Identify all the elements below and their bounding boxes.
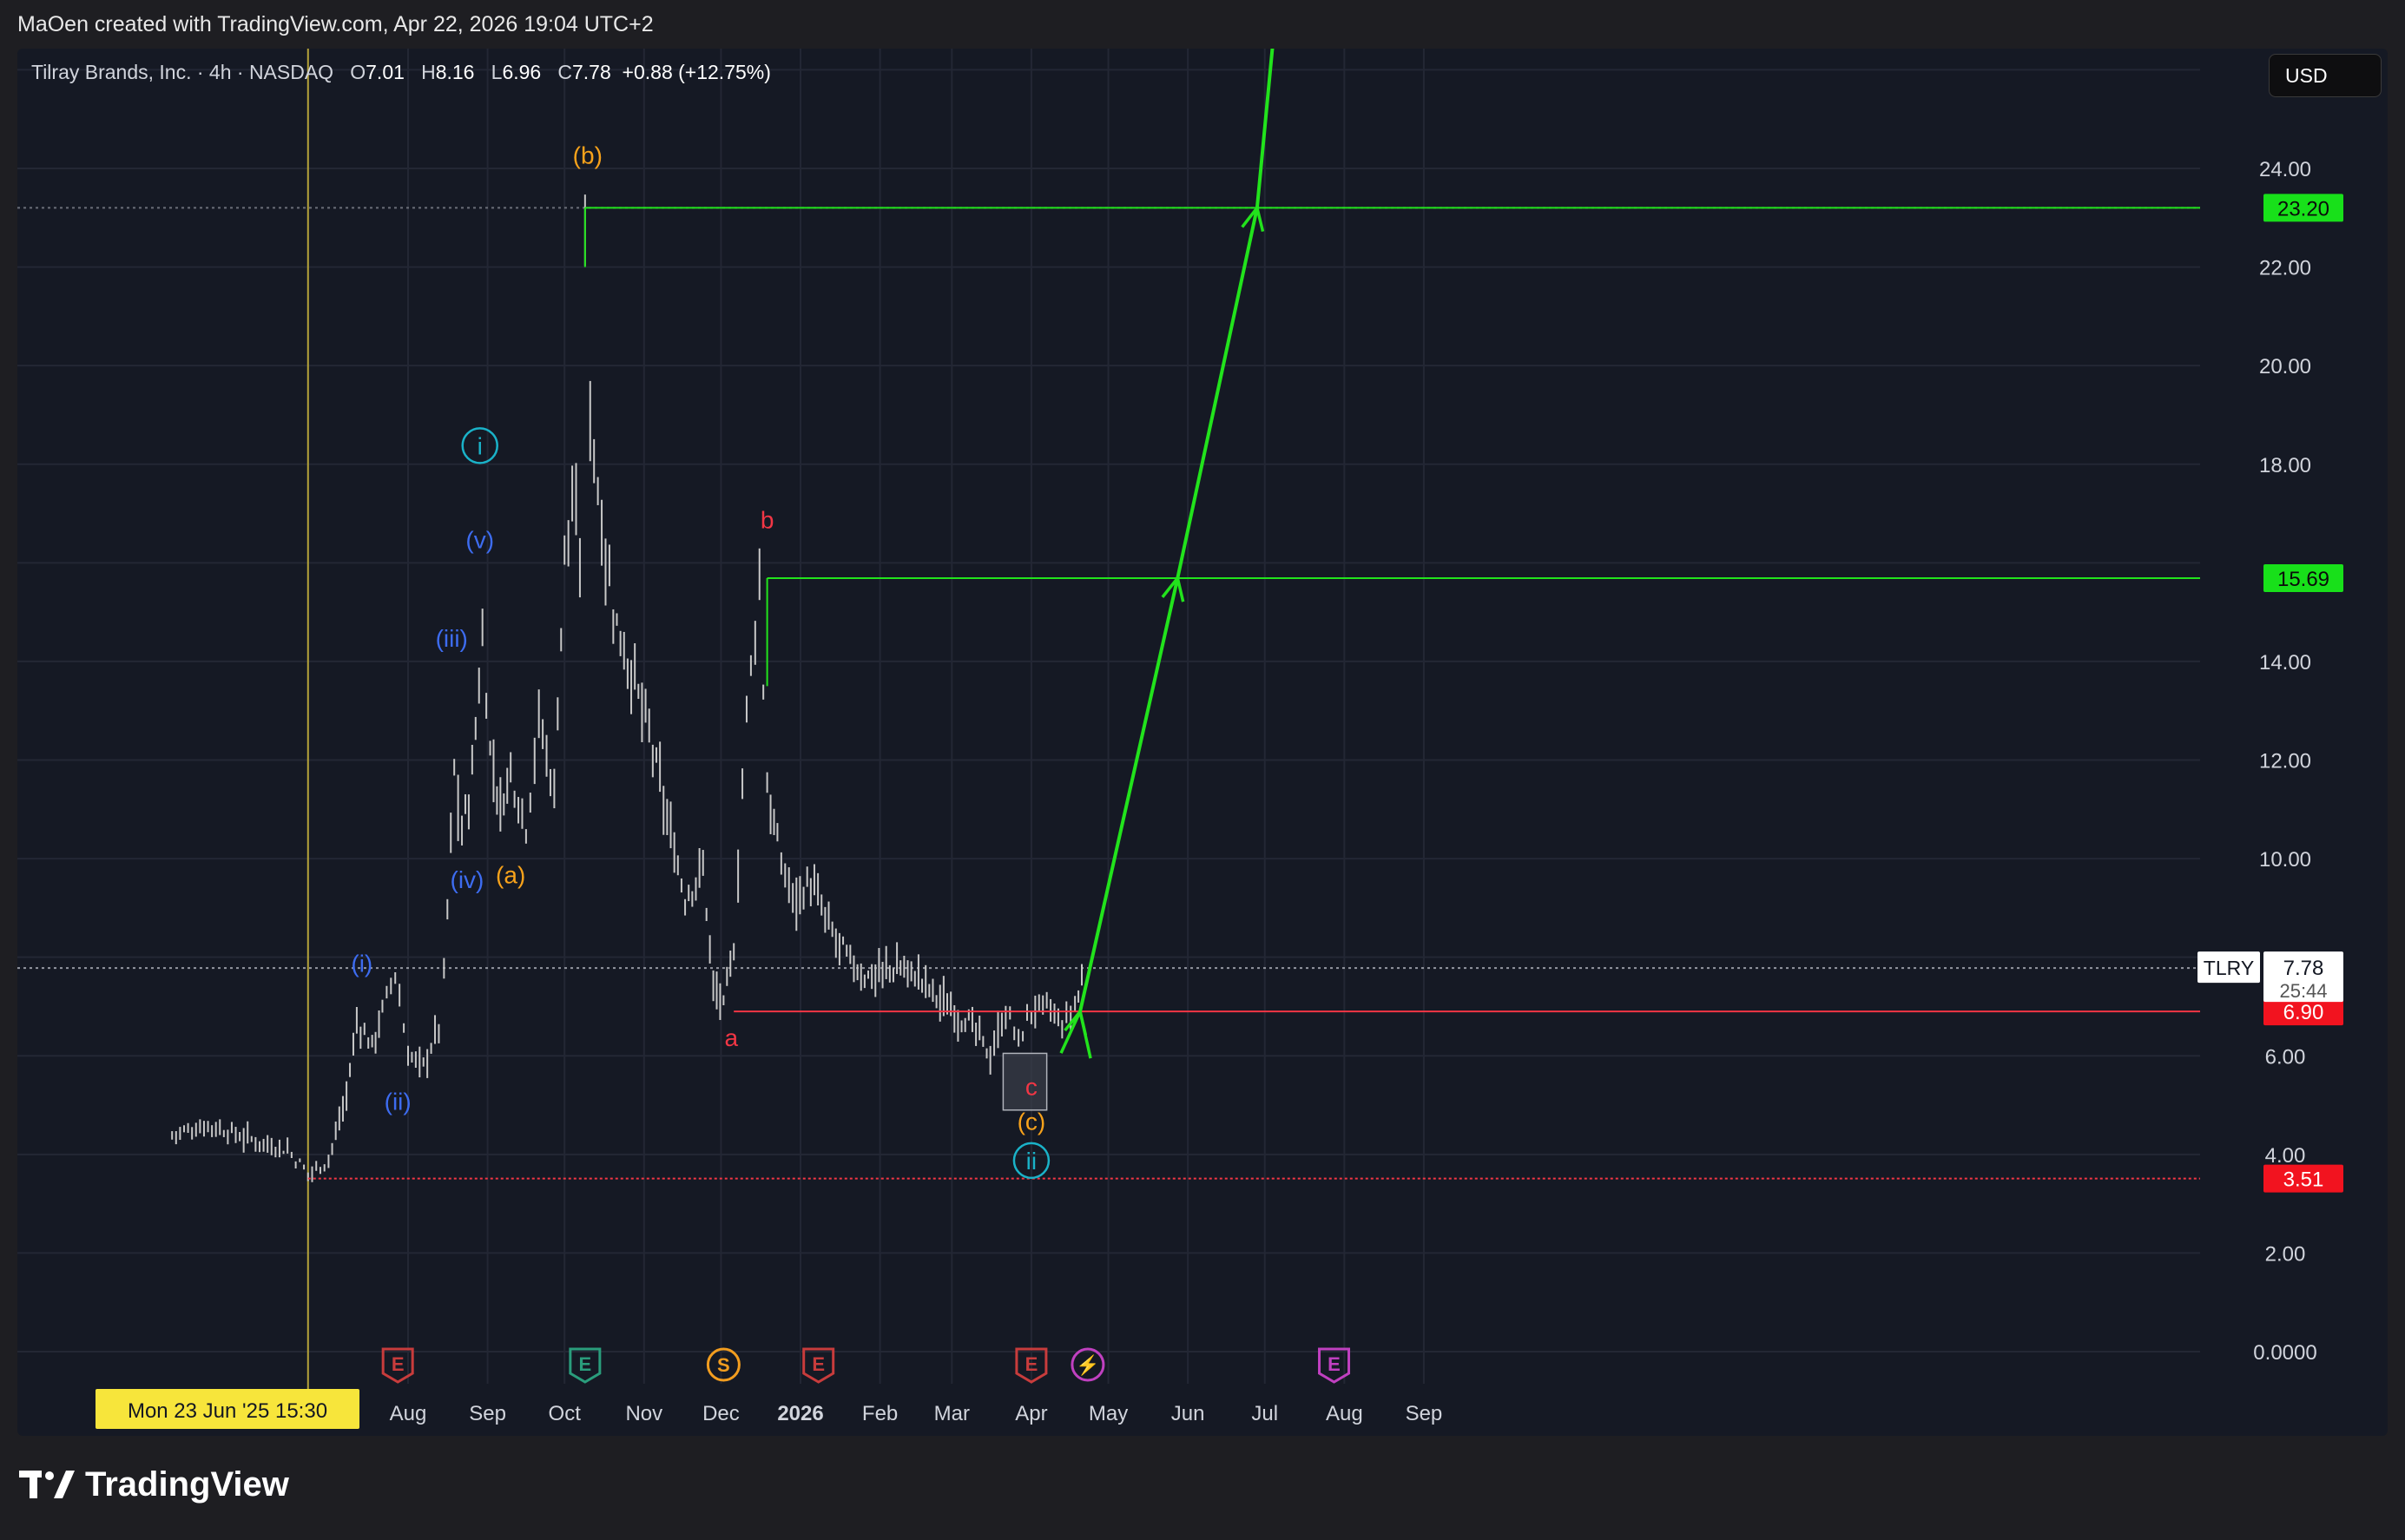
y-axis-tick-label: 20.00 — [2259, 355, 2311, 378]
price-level-tag-label: 6.90 — [2283, 1001, 2324, 1024]
currency-button[interactable]: USD — [2269, 54, 2382, 97]
earnings-event-icon — [802, 1347, 835, 1384]
wave-label: b — [761, 507, 774, 534]
x-axis-tick-label: Feb — [862, 1402, 898, 1425]
y-axis-tick-label: 22.00 — [2259, 257, 2311, 280]
tradingview-logo-icon — [19, 1470, 75, 1500]
y-axis-tick-label: 14.00 — [2259, 651, 2311, 675]
x-axis-tick-label: Aug — [390, 1402, 427, 1425]
price-level-tag — [2263, 194, 2343, 222]
x-axis-tick-label: Aug — [1326, 1402, 1363, 1425]
wave-label: (iv) — [451, 866, 484, 893]
wave-label: (i) — [351, 951, 372, 977]
wave-label: (iii) — [436, 625, 468, 652]
open-value: 7.01 — [366, 61, 405, 83]
wave-label: (c) — [1018, 1108, 1046, 1135]
price-level-tag-label: 15.69 — [2277, 568, 2329, 591]
event-marker-label: E — [812, 1353, 825, 1375]
tradingview-logo[interactable]: TradingView — [19, 1465, 289, 1504]
symbol-tag — [2197, 951, 2260, 984]
y-axis-tick-label: 2.00 — [2265, 1242, 2306, 1266]
event-marker-label: S — [717, 1354, 730, 1376]
y-axis-tick-label: 6.00 — [2265, 1045, 2306, 1069]
price-level-tag-label: 3.51 — [2283, 1168, 2324, 1192]
wave-label: (ii) — [385, 1089, 412, 1116]
y-axis-tick-label: 12.00 — [2259, 750, 2311, 773]
countdown-timer: 25:44 — [2279, 980, 2327, 1002]
x-axis-tick-label: Jul — [1251, 1402, 1278, 1425]
x-axis-tick-label: May — [1089, 1402, 1128, 1425]
y-axis-tick-label: 24.00 — [2259, 158, 2311, 181]
event-marker-label: E — [1328, 1353, 1341, 1375]
earnings-event-icon — [569, 1347, 602, 1384]
low-value: 6.96 — [502, 61, 542, 83]
wave-label: (b) — [573, 141, 603, 168]
x-axis-tick-label: Sep — [469, 1402, 506, 1425]
projection-path — [1078, 49, 1275, 1012]
x-axis-tick-label: Apr — [1015, 1402, 1047, 1425]
x-axis-tick-label: Jun — [1171, 1402, 1205, 1425]
price-level-tag — [2263, 997, 2343, 1026]
x-axis-tick-label: Dec — [702, 1402, 740, 1425]
upcoming-event-icon — [1071, 1347, 1105, 1382]
wave-label-circle — [1012, 1142, 1051, 1180]
brand-name: TradingView — [85, 1465, 289, 1504]
event-marker-label: E — [392, 1353, 405, 1375]
wave-label: (v) — [465, 526, 494, 553]
close-label: C — [557, 61, 572, 83]
last-price-value: 7.78 — [2283, 957, 2324, 980]
attribution-header: MaOen created with TradingView.com, Apr … — [0, 0, 2405, 49]
wave-label: ii — [1026, 1148, 1037, 1175]
y-axis-tick-label: 18.00 — [2259, 454, 2311, 477]
wave-label-circle — [461, 427, 498, 464]
high-value: 8.16 — [435, 61, 475, 83]
projection-arrowhead — [1161, 575, 1185, 602]
open-label: O — [350, 61, 366, 83]
close-value: 7.78 — [572, 61, 611, 83]
y-axis-tick-label: 4.00 — [2265, 1144, 2306, 1168]
chart-panel[interactable] — [17, 49, 2388, 1436]
price-level-tag-label: 23.20 — [2277, 197, 2329, 220]
x-axis-tick-label: Nov — [625, 1402, 662, 1425]
symbol-legend: Tilray Brands, Inc. · 4h · NASDAQ O7.01 … — [31, 61, 771, 84]
projection-start-marker — [1059, 1006, 1092, 1059]
wave-label: i — [478, 432, 483, 459]
symbol-name: Tilray Brands, Inc. · 4h · NASDAQ — [31, 61, 334, 83]
wave-label: a — [724, 1024, 738, 1051]
consolidation-box — [1002, 1052, 1048, 1111]
earnings-event-icon — [1318, 1347, 1351, 1384]
wave-label: c — [1025, 1074, 1038, 1101]
attribution-text: MaOen created with TradingView.com, Apr … — [17, 11, 654, 36]
symbol-tag-label: TLRY — [2204, 957, 2254, 979]
projection-arrowhead — [1241, 204, 1265, 233]
earnings-event-icon — [1015, 1347, 1048, 1384]
split-event-icon — [706, 1347, 741, 1382]
x-axis-tick-label: 2026 — [777, 1402, 823, 1425]
crosshair-date-tag — [96, 1389, 359, 1429]
last-price-tag — [2263, 951, 2343, 1003]
price-level-tag — [2263, 563, 2343, 592]
earnings-event-icon — [381, 1347, 414, 1384]
x-axis-tick-label: Mar — [934, 1402, 970, 1425]
event-marker-label: E — [1025, 1353, 1038, 1375]
y-axis-tick-label: 0.0000 — [2253, 1341, 2316, 1365]
event-marker-label: ⚡ — [1076, 1354, 1099, 1377]
change-value: +0.88 (+12.75%) — [622, 61, 771, 83]
crosshair-date-label: Mon 23 Jun '25 15:30 — [128, 1399, 327, 1423]
high-label: H — [421, 61, 436, 83]
y-axis-tick-label: 10.00 — [2259, 848, 2311, 872]
price-level-tag — [2263, 1164, 2343, 1193]
wave-label: (a) — [496, 861, 525, 888]
x-axis-tick-label: Oct — [549, 1402, 582, 1425]
event-marker-label: E — [579, 1353, 592, 1375]
low-label: L — [491, 61, 503, 83]
x-axis-tick-label: Sep — [1406, 1402, 1443, 1425]
